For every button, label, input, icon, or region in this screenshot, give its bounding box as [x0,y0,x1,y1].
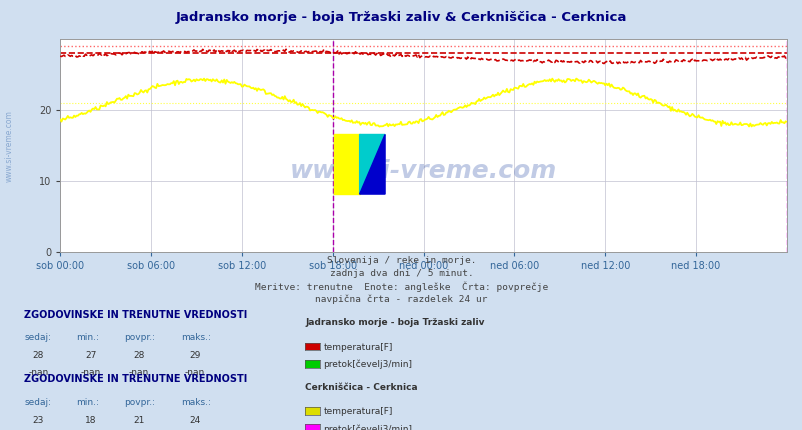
Text: temperatura[F]: temperatura[F] [323,408,392,416]
Text: 29: 29 [189,351,200,360]
Text: Cerkniščica - Cerknica: Cerkniščica - Cerknica [305,383,417,392]
Text: 27: 27 [85,351,96,360]
Polygon shape [359,135,385,194]
Text: 24: 24 [189,416,200,425]
Text: sedaj:: sedaj: [24,398,51,407]
Text: 28: 28 [133,351,144,360]
Text: 28: 28 [33,351,44,360]
Text: ZGODOVINSKE IN TRENUTNE VREDNOSTI: ZGODOVINSKE IN TRENUTNE VREDNOSTI [24,310,247,319]
Text: Jadransko morje - boja Tržaski zaliv & Cerkniščica - Cerknica: Jadransko morje - boja Tržaski zaliv & C… [176,11,626,24]
Text: povpr.:: povpr.: [124,333,156,342]
Text: ZGODOVINSKE IN TRENUTNE VREDNOSTI: ZGODOVINSKE IN TRENUTNE VREDNOSTI [24,374,247,384]
Text: -nan: -nan [128,368,149,377]
Text: -nan: -nan [28,368,49,377]
Text: maks.:: maks.: [180,398,210,407]
Polygon shape [359,135,385,194]
Text: Slovenija / reke in morje.: Slovenija / reke in morje. [326,256,476,265]
Bar [334,135,359,194]
Text: sedaj:: sedaj: [24,333,51,342]
Text: www.si-vreme.com: www.si-vreme.com [5,110,14,182]
Text: min.:: min.: [76,398,99,407]
Text: 18: 18 [85,416,96,425]
Text: Meritve: trenutne  Enote: angleške  Črta: povprečje: Meritve: trenutne Enote: angleške Črta: … [254,282,548,292]
Text: www.si-vreme.com: www.si-vreme.com [290,159,557,183]
Text: 23: 23 [33,416,44,425]
Text: maks.:: maks.: [180,333,210,342]
Text: povpr.:: povpr.: [124,398,156,407]
Text: 21: 21 [133,416,144,425]
Text: min.:: min.: [76,333,99,342]
Text: navpična črta - razdelek 24 ur: navpična črta - razdelek 24 ur [315,295,487,304]
Text: pretok[čevelj3/min]: pretok[čevelj3/min] [323,360,412,369]
Text: Jadransko morje - boja Tržaski zaliv: Jadransko morje - boja Tržaski zaliv [305,318,484,327]
Text: -nan: -nan [80,368,101,377]
Text: zadnja dva dni / 5 minut.: zadnja dva dni / 5 minut. [329,269,473,278]
Text: -nan: -nan [184,368,205,377]
Text: pretok[čevelj3/min]: pretok[čevelj3/min] [323,424,412,430]
Text: temperatura[F]: temperatura[F] [323,343,392,352]
